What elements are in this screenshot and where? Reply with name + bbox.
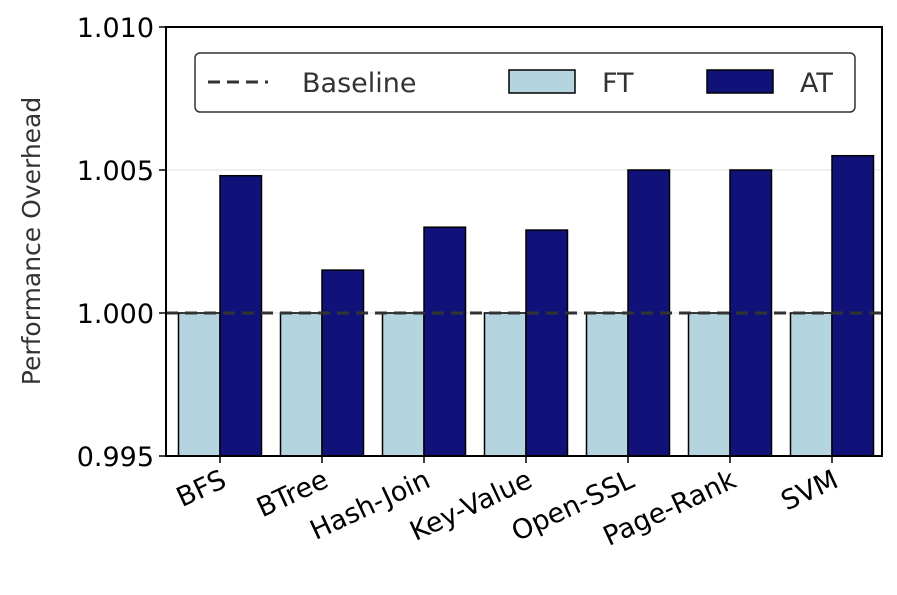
x-axis-ticks: BFS BTreeHash-JoinKey-ValueOpen-SSLPage-R… — [172, 456, 843, 553]
y-tick-label: 1.005 — [77, 156, 154, 187]
bar-at-svm — [831, 154, 875, 457]
legend-at-label: AT — [800, 68, 833, 99]
y-axis-label: Performance Overhead — [17, 97, 46, 385]
bars — [177, 154, 875, 457]
x-tick-label: SVM — [776, 464, 842, 517]
bar-ft-bfs — [177, 312, 221, 457]
legend: Baseline FT AT — [194, 52, 856, 113]
bar-ft-btree — [279, 312, 323, 457]
y-axis-ticks: 0.995 1.000 1.005 1.010 — [77, 13, 166, 473]
legend-baseline-label: Baseline — [302, 68, 416, 99]
y-tick-label: 1.010 — [77, 13, 154, 44]
bar-ft-page-rank — [687, 312, 731, 457]
bar-ft-key-value — [483, 312, 527, 457]
bar-at-btree — [321, 269, 365, 457]
legend-ft-label: FT — [602, 68, 634, 99]
legend-at-swatch — [706, 69, 774, 94]
bar-at-key-value — [525, 229, 569, 457]
x-tick-label: BFS — [172, 464, 231, 514]
y-tick-label: 1.000 — [77, 299, 154, 330]
y-tick-label: 0.995 — [77, 442, 154, 473]
bar-ft-hash-join — [381, 312, 425, 457]
plot-frame — [165, 26, 883, 457]
legend-ft-swatch — [508, 69, 576, 94]
bar-at-hash-join — [423, 226, 467, 457]
bar-at-bfs — [219, 174, 263, 457]
bar-ft-open-ssl — [585, 312, 629, 457]
bar-ft-svm — [789, 312, 833, 457]
